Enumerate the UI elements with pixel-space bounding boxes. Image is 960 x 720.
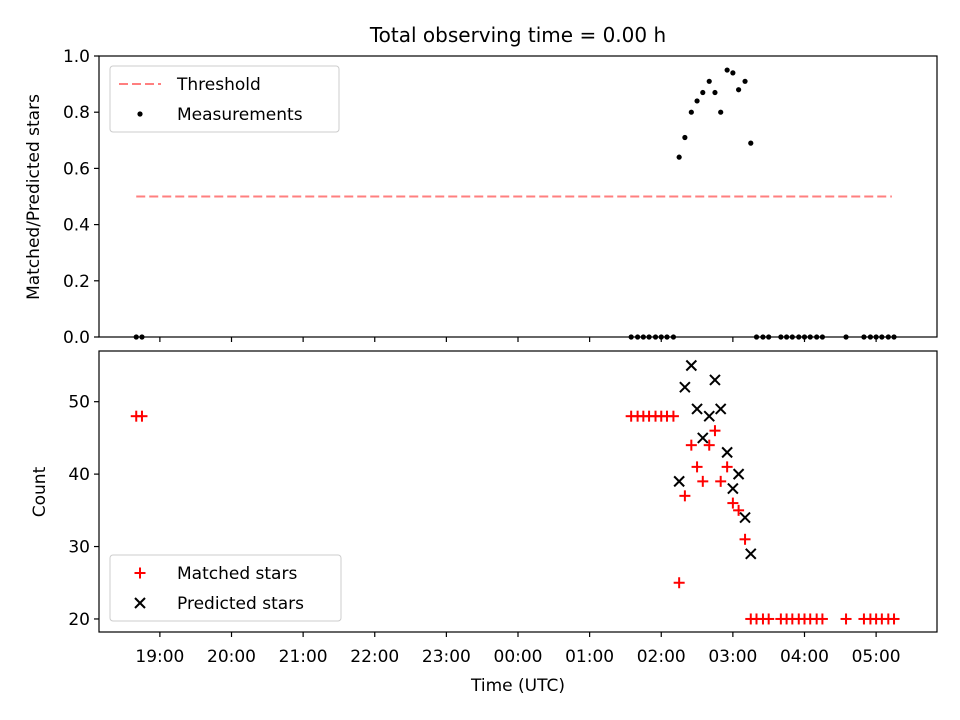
measurement-point (694, 98, 700, 104)
top-y-tick-label: 0.6 (63, 159, 90, 179)
matched-star-point (667, 410, 679, 422)
matched-star-point (679, 490, 691, 502)
top-y-tick-label: 0.4 (63, 216, 90, 236)
x-tick-label: 23:00 (422, 647, 471, 667)
predicted-star-point (714, 403, 727, 415)
measurement-point (700, 89, 706, 96)
matched-star-point (715, 475, 727, 487)
top-y-tick-label: 0.2 (63, 272, 90, 292)
legend-predicted-marker (134, 597, 146, 609)
matched-star-point (136, 410, 148, 422)
x-tick-label: 22:00 (350, 647, 399, 667)
matched-star-point (691, 461, 703, 473)
bottom-legend: Matched stars Predicted stars (109, 554, 342, 622)
legend-matched-label: Matched stars (177, 564, 297, 584)
matched-star-points (130, 410, 900, 625)
matched-star-point (709, 425, 721, 437)
top-y-axis-label: Matched/Predicted stars (24, 94, 44, 300)
measurement-point (736, 87, 742, 93)
measurement-point (676, 154, 682, 160)
legend-predicted-label: Predicted stars (177, 594, 304, 614)
bottom-x-ticks: 19:00 20:00 21:00 22:00 23:00 00:00 01:00 02:00… (135, 632, 901, 667)
bottom-y-tick-label: 40 (68, 465, 90, 485)
matched-star-point (673, 577, 685, 589)
matched-star-point (840, 613, 852, 625)
predicted-star-point (709, 374, 721, 386)
predicted-star-point (721, 446, 733, 459)
predicted-star-point (732, 468, 745, 480)
x-tick-label: 05:00 (852, 647, 901, 667)
predicted-star-point (727, 482, 739, 495)
x-tick-label: 01:00 (565, 647, 614, 667)
top-y-ticks: 0.0 0.2 0.4 0.6 0.8 1.0 (63, 47, 99, 348)
matched-star-point (739, 533, 751, 545)
measurement-point (730, 70, 736, 76)
bottom-y-tick-label: 50 (68, 393, 90, 413)
matched-star-point (733, 504, 745, 516)
measurement-point (742, 78, 748, 84)
x-tick-label: 04:00 (780, 647, 829, 667)
measurement-point (718, 109, 724, 115)
bottom-y-ticks: 20 30 40 50 (68, 393, 99, 630)
matched-star-point (888, 613, 900, 625)
legend-matched-marker (134, 567, 146, 579)
matched-star-point (763, 613, 775, 625)
bottom-y-axis-label: Count (30, 466, 50, 517)
x-tick-label: 03:00 (708, 647, 757, 667)
measurement-point (688, 109, 694, 115)
predicted-star-point (739, 511, 751, 524)
top-y-tick-label: 0.8 (63, 103, 90, 123)
matched-star-point (816, 613, 828, 625)
top-y-tick-label: 0.0 (63, 328, 90, 348)
predicted-star-point (745, 548, 757, 560)
predicted-star-point (697, 432, 709, 444)
bottom-panel: 20 30 40 50 19:00 20:00 21:00 22:00 23:00 00:00 0… (30, 350, 938, 696)
matched-star-point (727, 497, 739, 509)
legend-predicted-swatch (134, 597, 146, 609)
legend-measurements-swatch (137, 111, 143, 117)
x-tick-label: 00:00 (494, 647, 543, 667)
measurement-point (682, 134, 688, 141)
predicted-star-point (691, 403, 703, 415)
measurement-point (724, 67, 730, 73)
matched-star-point (685, 439, 697, 451)
predicted-star-point (673, 475, 685, 488)
chart-title: Total observing time = 0.00 h (369, 23, 666, 47)
bottom-legend-box (109, 554, 342, 622)
bottom-y-tick-label: 20 (68, 610, 90, 630)
top-legend: Threshold Measurements (109, 65, 340, 133)
x-tick-label: 02:00 (637, 647, 686, 667)
predicted-star-point (703, 410, 715, 422)
top-panel: 0.0 0.2 0.4 0.6 0.8 1.0 Matched/Predicted sta… (24, 47, 938, 348)
x-axis-label: Time (UTC) (470, 676, 565, 696)
top-legend-box (109, 65, 340, 133)
predicted-star-points (673, 359, 757, 560)
top-y-tick-label: 1.0 (63, 47, 90, 67)
matched-star-point (697, 475, 709, 487)
measurement-point (712, 89, 718, 96)
measurement-point (748, 140, 754, 146)
x-tick-label: 21:00 (279, 647, 328, 667)
x-tick-label: 20:00 (207, 647, 256, 667)
predicted-star-point (679, 381, 691, 393)
matched-star-point (703, 439, 715, 451)
bottom-y-tick-label: 30 (68, 538, 90, 558)
measurement-point (706, 78, 712, 84)
legend-measurements-label: Measurements (177, 105, 303, 125)
x-tick-label: 19:00 (135, 647, 184, 667)
legend-matched-swatch (134, 567, 146, 579)
matched-star-point (721, 461, 733, 473)
legend-threshold-label: Threshold (176, 75, 261, 95)
predicted-star-point (685, 359, 698, 372)
top-x-ticks (159, 337, 877, 342)
